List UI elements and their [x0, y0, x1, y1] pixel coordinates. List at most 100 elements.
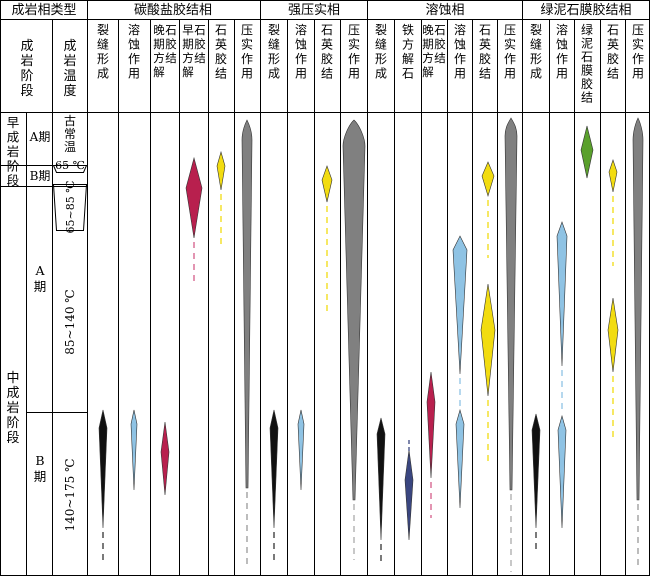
svg-text:裂: 裂: [97, 23, 109, 37]
svg-text:成: 成: [530, 67, 542, 81]
svg-text:解: 解: [182, 65, 194, 79]
corner-label: 成岩相类型: [11, 3, 76, 18]
svg-text:胶: 胶: [321, 51, 333, 66]
svg-text:结: 结: [321, 67, 333, 81]
svg-text:解: 解: [422, 65, 434, 79]
group-label-compaction: 强压实相: [288, 3, 340, 18]
svg-text:A: A: [34, 263, 45, 278]
svg-text:溶: 溶: [128, 22, 140, 37]
mark-carbonate-early-calcite: [185, 156, 203, 282]
mark-compaction-compaction: [342, 119, 366, 560]
svg-text:成: 成: [7, 130, 20, 145]
svg-text:绿: 绿: [581, 22, 593, 37]
svg-text:实: 实: [632, 37, 644, 52]
svg-text:溶: 溶: [556, 22, 568, 37]
svg-text:期: 期: [422, 37, 434, 51]
svg-text:温: 温: [64, 140, 76, 154]
svg-text:期: 期: [153, 37, 165, 51]
svg-text:石: 石: [215, 23, 227, 37]
svg-text:阶: 阶: [6, 416, 19, 431]
svg-text:段: 段: [7, 173, 20, 188]
svg-text:英: 英: [607, 38, 619, 52]
mark-carbonate-late-calcite: [160, 421, 170, 496]
event-marks: [98, 117, 644, 572]
svg-text:成: 成: [6, 386, 19, 401]
svg-text:结: 结: [479, 67, 491, 81]
svg-text:石: 石: [321, 23, 333, 37]
svg-text:形: 形: [375, 52, 387, 66]
svg-text:英: 英: [479, 38, 491, 52]
svg-text:作: 作: [128, 52, 140, 66]
svg-text:解: 解: [153, 65, 165, 79]
svg-text:度: 度: [63, 83, 76, 99]
temperature-65: 65 ℃: [55, 159, 85, 172]
svg-text:结: 结: [194, 51, 206, 65]
mark-compaction-dissolution: [297, 409, 305, 491]
mark-dissolution-compaction: [504, 117, 518, 572]
group-label-dissolution: 溶蚀相: [425, 3, 464, 18]
group-label-carbonate: 碳酸盐胶结相: [134, 2, 212, 18]
mark-dissolution-fracture: [376, 417, 386, 562]
mark-chlorite-dissolution-b: [557, 414, 567, 529]
stage-middle-a: A期: [34, 263, 47, 294]
column-header-c19: 绿泥石膜胶结: [581, 22, 593, 105]
mark-compaction-quartz: [321, 165, 333, 312]
svg-text:缝: 缝: [268, 37, 280, 52]
svg-text:成: 成: [20, 39, 33, 54]
stage-early-b: B期: [30, 169, 51, 183]
svg-text:阶: 阶: [7, 159, 20, 174]
stage-early-a: A期: [29, 130, 51, 144]
svg-text:晚: 晚: [422, 23, 434, 37]
svg-text:中: 中: [6, 371, 19, 386]
svg-text:阶: 阶: [20, 69, 33, 84]
svg-text:期: 期: [34, 279, 47, 294]
svg-text:早: 早: [7, 115, 20, 130]
svg-text:胶: 胶: [165, 37, 177, 51]
svg-text:岩: 岩: [7, 144, 20, 159]
mark-chlorite-quartz-b: [607, 297, 619, 440]
temperature-85-140: 85~140 ℃: [63, 289, 77, 354]
svg-text:形: 形: [97, 52, 109, 66]
mark-dissolution-quartz-b: [480, 283, 496, 464]
svg-text:泥: 泥: [581, 37, 593, 51]
svg-text:形: 形: [268, 52, 280, 66]
svg-text:成: 成: [375, 67, 387, 81]
svg-text:石: 石: [607, 23, 619, 37]
svg-text:结: 结: [607, 67, 619, 81]
mark-chlorite-dissolution-a: [556, 221, 568, 412]
temperature-ambient: 古常温: [64, 113, 76, 154]
svg-text:裂: 裂: [530, 23, 542, 37]
mark-chlorite-compaction: [632, 117, 644, 565]
svg-text:作: 作: [348, 52, 360, 66]
mark-chlorite-chlorite: [580, 125, 594, 179]
svg-text:岩: 岩: [63, 54, 76, 69]
svg-text:蚀: 蚀: [556, 38, 568, 52]
mark-dissolution-quartz-a: [481, 161, 495, 258]
svg-text:实: 实: [504, 37, 516, 52]
svg-text:期: 期: [182, 37, 194, 51]
mark-dissolution-dissolution-a: [452, 235, 468, 408]
svg-text:压: 压: [632, 23, 644, 37]
svg-text:方: 方: [182, 51, 194, 65]
svg-text:用: 用: [295, 67, 307, 81]
svg-text:段: 段: [20, 84, 33, 99]
svg-text:裂: 裂: [268, 23, 280, 37]
svg-text:石: 石: [165, 23, 177, 37]
svg-text:胶: 胶: [581, 76, 593, 91]
svg-text:岩: 岩: [6, 401, 19, 416]
svg-text:胶: 胶: [607, 51, 619, 66]
